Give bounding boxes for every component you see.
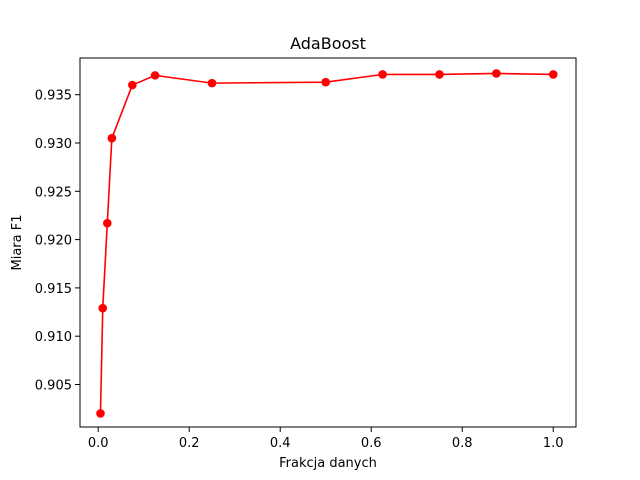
data-point — [378, 70, 387, 79]
data-point — [150, 71, 160, 80]
axes-frame — [79, 57, 577, 428]
data-point — [548, 70, 558, 79]
x-tick-label: 0.0 — [88, 436, 109, 451]
y-tick-label: 0.930 — [35, 137, 72, 152]
chart-title: AdaBoost — [290, 34, 366, 53]
data-point — [103, 218, 112, 228]
x-tick-label: 0.6 — [361, 436, 382, 451]
x-tick-label: 0.2 — [179, 436, 200, 451]
data-point — [492, 69, 501, 78]
y-tick-label: 0.910 — [35, 330, 72, 345]
x-tick-label: 1.0 — [543, 436, 564, 451]
data-point — [107, 133, 117, 143]
x-tick-label: 0.4 — [270, 436, 291, 451]
data-point — [321, 77, 331, 87]
x-axis-label: Frakcja danych — [279, 456, 377, 471]
x-axis-ticks: 0.0 0.2 0.4 0.6 0.8 1.0 — [88, 427, 564, 451]
data-point — [96, 409, 105, 418]
series-line — [99, 72, 554, 414]
y-tick-label: 0.915 — [35, 282, 72, 297]
y-axis-label: Miara F1 — [10, 215, 25, 271]
y-axis-ticks: 0.905 0.910 0.915 0.920 0.925 0.930 0.935 — [35, 89, 80, 393]
data-point — [207, 78, 217, 88]
y-tick-label: 0.905 — [35, 378, 72, 393]
data-point — [98, 303, 108, 313]
y-tick-label: 0.920 — [35, 234, 72, 249]
y-tick-label: 0.925 — [35, 185, 72, 200]
y-tick-label: 0.935 — [35, 89, 72, 104]
series-layer — [96, 69, 558, 418]
data-point — [128, 80, 137, 90]
data-point — [435, 70, 444, 79]
x-tick-label: 0.8 — [452, 436, 473, 451]
